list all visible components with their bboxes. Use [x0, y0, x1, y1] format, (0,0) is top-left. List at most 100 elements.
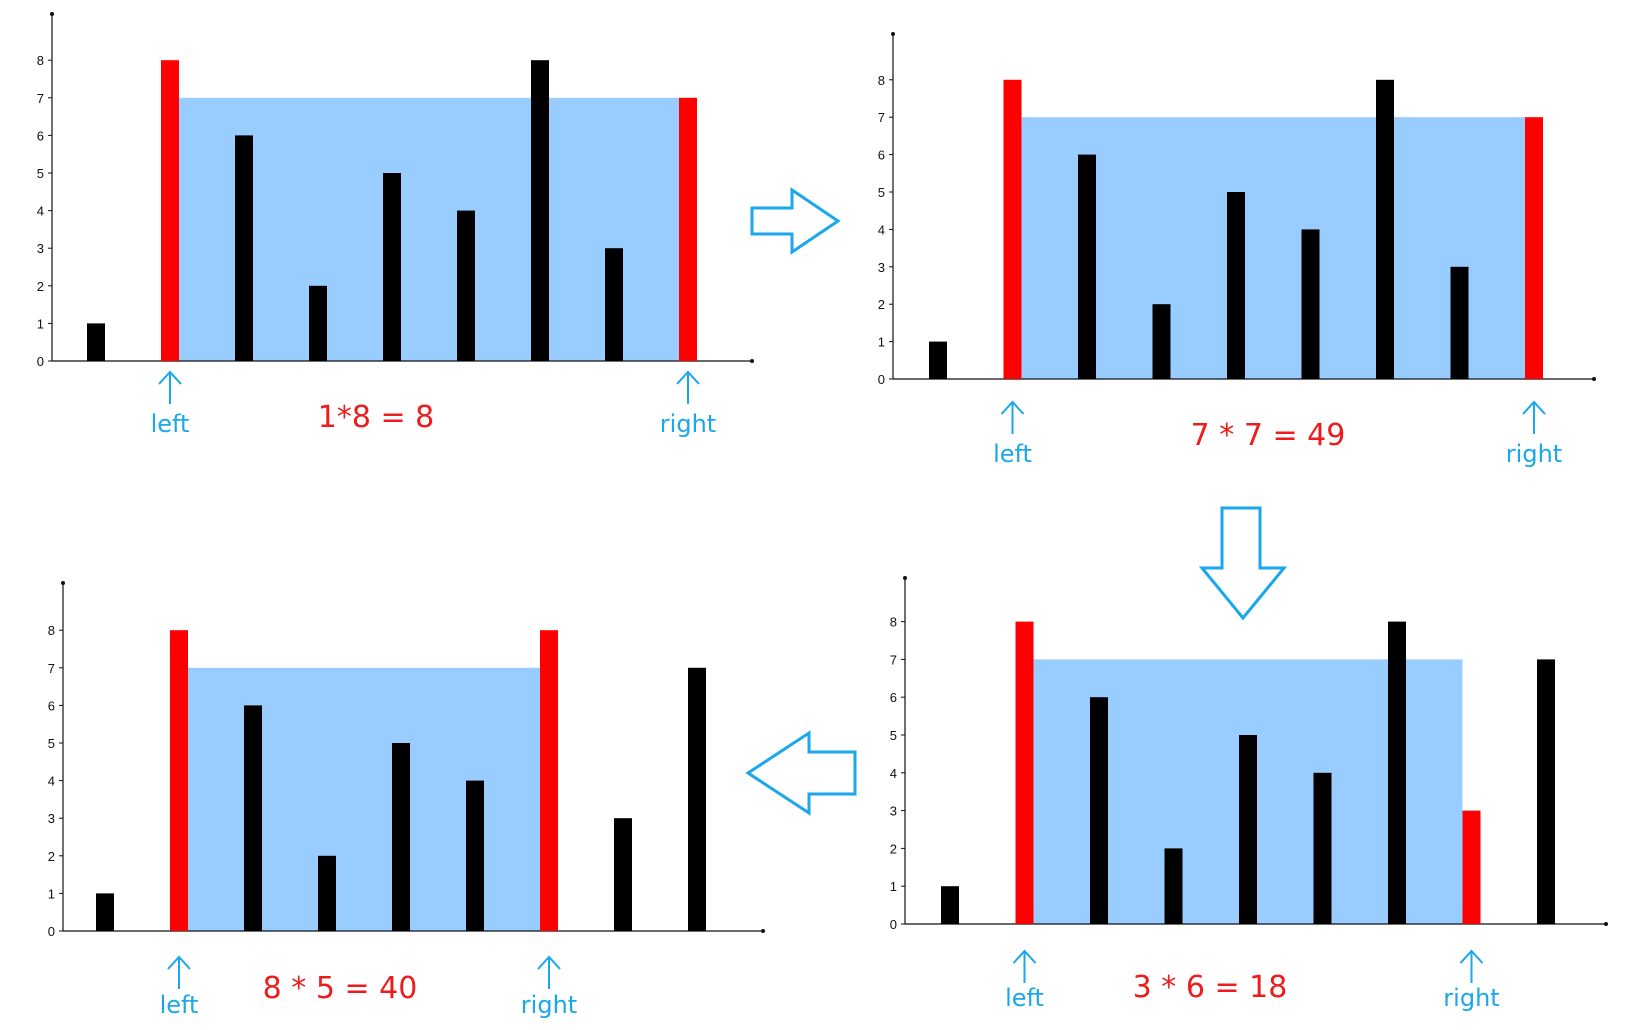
right-pointer-label: right — [660, 410, 716, 438]
y-axis-end-dot — [903, 576, 907, 580]
bar-highlight — [1525, 117, 1543, 379]
y-tick-label: 6 — [878, 148, 885, 163]
y-tick-label: 1 — [878, 335, 885, 350]
y-tick-label: 2 — [890, 841, 897, 856]
y-tick-label: 1 — [890, 879, 897, 894]
y-tick-label: 7 — [37, 91, 44, 106]
right-pointer-label: right — [1506, 440, 1562, 468]
x-axis-end-dot — [761, 929, 765, 933]
bar-highlight — [161, 60, 179, 361]
area-formula: 8 * 5 = 40 — [263, 971, 418, 1006]
y-tick-label: 8 — [890, 615, 897, 630]
flow-arrows — [745, 187, 1288, 816]
arrow-down-icon — [1198, 506, 1288, 621]
bar — [941, 886, 959, 924]
bar — [1388, 621, 1406, 924]
bar — [1537, 659, 1555, 924]
x-axis-end-dot — [1604, 922, 1608, 926]
right-pointer: right — [1506, 400, 1562, 468]
bar-highlight — [540, 630, 558, 931]
y-tick-label: 5 — [878, 185, 885, 200]
pointer-arrow-head — [1459, 949, 1484, 964]
bar — [1090, 697, 1108, 924]
y-tick-label: 0 — [878, 372, 885, 387]
pointer-arrow-head — [167, 955, 191, 970]
y-tick-label: 5 — [48, 736, 55, 751]
area-formula: 1*8 = 8 — [318, 400, 434, 435]
left-pointer-label: left — [151, 410, 190, 438]
y-tick-label: 8 — [37, 53, 44, 68]
bar — [1239, 735, 1257, 924]
y-tick-label: 2 — [878, 297, 885, 312]
bar — [1301, 229, 1320, 379]
pointer-arrow-head — [676, 370, 700, 385]
y-tick-label: 7 — [878, 110, 885, 125]
pointer-arrow-head — [1012, 949, 1037, 964]
bar-highlight — [1003, 79, 1022, 380]
bar — [235, 135, 253, 361]
y-tick-label: 1 — [48, 886, 55, 901]
y-tick-label: 7 — [890, 652, 897, 667]
pointer-arrow-head — [537, 955, 561, 970]
right-pointer: right — [1443, 949, 1500, 1012]
bar — [1313, 772, 1332, 924]
y-tick-label: 4 — [37, 204, 44, 219]
y-tick-label: 3 — [878, 260, 885, 275]
bar — [1164, 848, 1183, 924]
right-pointer: right — [521, 955, 577, 1019]
water-area — [1021, 117, 1525, 379]
y-tick-label: 6 — [48, 698, 55, 713]
y-tick-label: 0 — [48, 924, 55, 939]
y-tick-label: 7 — [48, 661, 55, 676]
right-pointer-label: right — [521, 991, 577, 1019]
bar-highlight — [1462, 810, 1481, 924]
y-tick-label: 3 — [37, 241, 44, 256]
y-tick-label: 4 — [890, 766, 897, 781]
pointer-arrow-head — [1522, 400, 1546, 415]
y-tick-label: 2 — [48, 849, 55, 864]
y-tick-label: 8 — [48, 623, 55, 638]
bar — [466, 780, 484, 931]
y-tick-label: 0 — [890, 917, 897, 932]
y-tick-label: 6 — [890, 690, 897, 705]
arrow-right-icon — [750, 187, 841, 255]
left-pointer: left — [160, 955, 199, 1019]
water-area — [188, 667, 540, 931]
bar — [244, 705, 262, 931]
x-axis-end-dot — [1592, 377, 1596, 381]
pointer-arrow-head — [1000, 400, 1025, 415]
area-formula: 3 * 6 = 18 — [1133, 970, 1288, 1005]
chart-panel-3: 0 1 2 3 4 5 6 7 8 left right 3 * 6 = 18 — [890, 576, 1608, 1012]
bar — [1227, 192, 1245, 379]
right-pointer: right — [660, 370, 716, 438]
y-tick-label: 5 — [890, 728, 897, 743]
y-axis-end-dot — [891, 32, 895, 36]
right-pointer-label: right — [1443, 984, 1499, 1012]
bar — [87, 323, 105, 361]
water-area — [179, 97, 679, 362]
left-pointer-label: left — [160, 991, 199, 1019]
left-pointer-label: left — [1005, 984, 1044, 1012]
left-pointer: left — [993, 400, 1032, 468]
bar-highlight — [679, 97, 697, 362]
bar-highlight — [1015, 621, 1034, 924]
bar — [457, 210, 475, 361]
chart-panel-1: 0 1 2 3 4 5 6 7 8 left right 1*8 = 8 — [37, 12, 754, 438]
y-axis-end-dot — [61, 581, 65, 585]
bar — [605, 248, 623, 361]
left-pointer-label: left — [993, 440, 1032, 468]
y-tick-label: 0 — [37, 354, 44, 369]
y-tick-label: 6 — [37, 128, 44, 143]
arrow-left-icon — [745, 730, 857, 816]
bar — [383, 173, 401, 361]
chart-panels: 0 1 2 3 4 5 6 7 8 left right 1*8 = 8 0 1 2 3 4 5 6 7 8 left ri… — [37, 12, 1608, 1019]
bar — [688, 667, 706, 931]
chart-panel-2: 0 1 2 3 4 5 6 7 8 left right 7 * 7 = 49 — [878, 32, 1596, 468]
left-pointer: left — [1005, 949, 1044, 1012]
bar — [1376, 79, 1394, 380]
bar — [1152, 304, 1171, 379]
y-tick-label: 1 — [37, 316, 44, 331]
y-tick-label: 2 — [37, 279, 44, 294]
pointer-arrow-head — [158, 370, 182, 385]
